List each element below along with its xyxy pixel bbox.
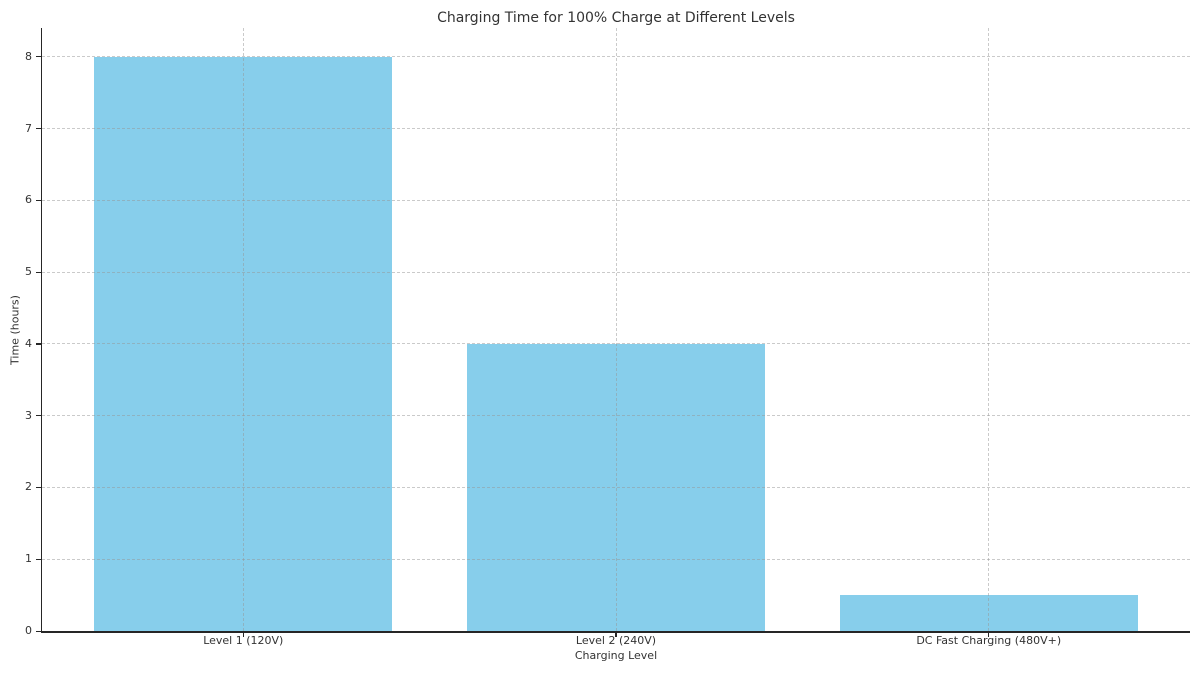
y-tick [36,486,41,489]
x-tick-label: Level 2 (240V) [575,634,657,647]
y-tick [36,128,41,130]
y-tick-label: 3 [25,408,32,422]
y-tick [36,199,41,201]
x-tick-label: DC Fast Charging (480V+) [916,634,1062,647]
y-tick-label: 8 [25,49,32,63]
y-tick-label: 2 [25,480,32,494]
chart-title: Charging Time for 100% Charge at Differe… [437,10,795,26]
y-tick-label: 4 [25,336,32,350]
gridline-vertical [242,28,244,631]
y-tick-label: 1 [25,552,32,566]
x-tick [988,632,990,637]
y-tick [36,343,41,345]
x-tick-label: Level 1 (120V) [203,634,284,647]
y-tick [36,271,41,273]
y-tick-label: 6 [25,193,32,207]
x-axis-spine [40,631,1190,633]
y-tick-label: 7 [25,121,32,135]
gridline-vertical [615,28,617,631]
x-tick [242,632,244,637]
x-tick [615,632,617,637]
y-axis-label: Time (hours) [8,295,22,365]
y-tick-label: 0 [25,624,32,637]
y-tick [36,630,41,632]
y-tick [36,558,41,560]
gridline-vertical [988,28,990,631]
y-tick-label: 5 [25,265,32,279]
x-axis-label: Charging Level [574,649,658,662]
y-tick [36,56,41,58]
y-tick [36,415,41,417]
y-axis-spine [40,28,42,633]
